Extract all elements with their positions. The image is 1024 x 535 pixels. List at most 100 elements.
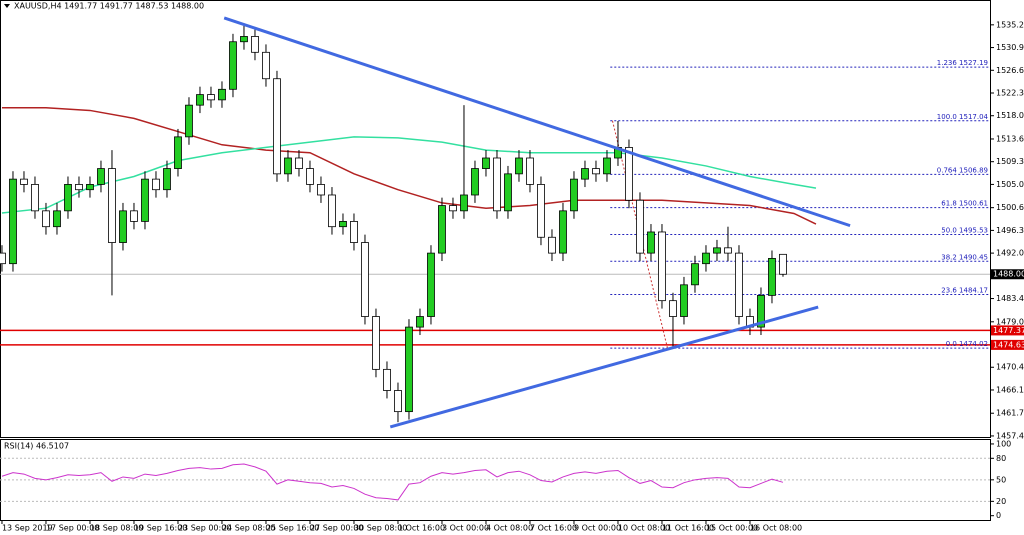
candle-body [152,178,160,191]
x-tick-label: 16 Oct 08:00 [750,524,802,533]
x-tick-label: 13 Sep 2019 [2,524,53,533]
y-tick-label: 1496.30 [996,226,1024,235]
trendline [389,305,819,429]
candle-body [603,157,611,175]
level-label: 1477.37 [993,326,1024,335]
y-tick-label: 1500.60 [996,203,1024,212]
y-tick-label: 1461.70 [996,409,1024,418]
candle-body [658,231,666,302]
candle-body [163,168,171,191]
rsi-line [1,463,784,501]
candle-body [42,210,50,228]
candle-body [196,94,204,106]
candle-body [724,247,732,254]
candle-body [735,252,743,317]
y-tick-label: 1526.60 [996,66,1024,75]
candle-body [295,157,303,169]
y-tick-label: 1535.20 [996,20,1024,29]
candle-body [482,157,490,169]
fib-label: 1.236 1527.19 [937,59,988,67]
candle-body [460,194,468,212]
candle-body [31,184,39,212]
x-tick-label: 24 Sep 08:00 [222,524,275,533]
moving-average [1,107,817,225]
x-tick-label: 3 Oct 00:00 [442,524,489,533]
rsi-tick-label: 0 [996,511,1001,520]
candle-body [383,368,391,391]
x-tick-label: 30 Sep 08:00 [354,524,407,533]
candle-body [779,253,787,275]
candle-body [75,184,83,191]
y-tick-label: 1479.00 [996,317,1024,326]
candle-body [306,168,314,185]
candle-body [526,157,534,185]
candle-body [20,178,28,185]
fib-label: 61.8 1500.61 [941,200,988,208]
moving-average [1,136,817,214]
candle-body [515,157,523,175]
x-tick-label: 7 Oct 16:00 [530,524,577,533]
x-tick-label: 23 Sep 00:00 [178,524,231,533]
candle-body [218,88,226,101]
price-tag [991,269,1024,280]
y-tick-label: 1522.30 [996,89,1024,98]
candle-body [713,247,721,254]
candle-body [185,104,193,138]
candle-body [691,263,699,286]
candle-body [262,51,270,80]
header-icon [4,4,10,8]
y-tick-label: 1505.00 [996,180,1024,189]
candle-body [537,184,545,238]
candle-body [757,294,765,328]
candle-body [350,221,358,243]
main-frame [0,0,991,438]
y-tick-label: 1470.40 [996,363,1024,372]
candle-body [97,168,105,185]
candle-body [504,173,512,212]
candle-body [240,36,248,43]
candle-body [229,41,237,90]
candle-body [394,390,402,413]
chart-header: XAUUSD,H4 1491.77 1491.77 1487.53 1488.0… [14,2,204,11]
candle-body [372,316,380,370]
candle-body [647,231,655,254]
candle-body [581,168,589,180]
y-tick-label: 1466.10 [996,385,1024,394]
candle-body [592,168,600,175]
x-tick-label: 1 Oct 16:00 [398,524,445,533]
x-tick-label: 11 Oct 16:00 [662,524,714,533]
fib-label: 23.6 1484.17 [941,286,988,294]
candle-body [9,178,17,265]
y-tick-label: 1509.30 [996,157,1024,166]
y-tick-label: 1530.90 [996,43,1024,52]
candle-body [64,184,72,212]
x-tick-label: 27 Sep 00:00 [310,524,363,533]
candle-body [625,147,633,201]
candle-body [317,184,325,196]
candle-body [768,257,776,296]
candle-body [471,168,479,196]
candle-body [361,242,369,317]
candle-body [119,210,127,243]
x-tick-label: 9 Oct 00:00 [574,524,621,533]
y-tick-label: 1483.40 [996,294,1024,303]
candle-body [130,210,138,222]
rsi-title: RSI(14) 46.5107 [4,442,69,451]
candle-body [284,157,292,175]
candle-body [141,178,149,222]
fib-label: 38.2 1490.45 [941,253,988,261]
y-tick-label: 1492.00 [996,249,1024,258]
candle-body [0,252,6,265]
candle-body [427,252,435,317]
x-tick-label: 18 Sep 08:00 [90,524,143,533]
candle-body [438,205,446,254]
fib-label: 50.0 1495.53 [941,226,988,234]
candle-body [669,300,677,317]
candle-body [207,94,215,101]
x-tick-label: 4 Oct 08:00 [486,524,533,533]
x-tick-label: 19 Sep 16:00 [134,524,187,533]
candle-body [53,210,61,228]
candle-body [636,199,644,254]
rsi-tick-label: 50 [996,475,1006,484]
fib-label: 0.764 1506.89 [937,166,988,174]
